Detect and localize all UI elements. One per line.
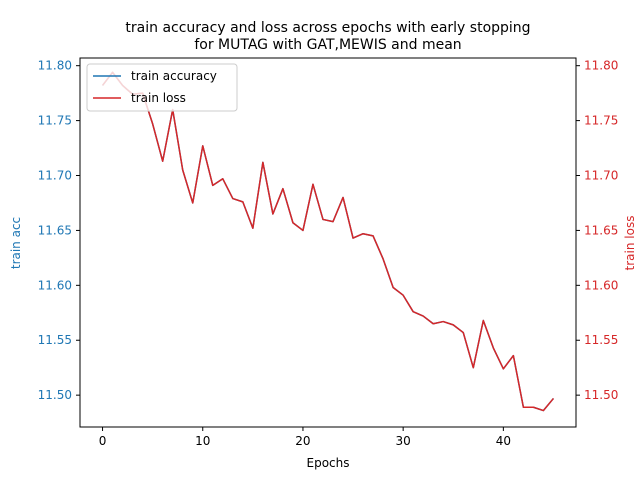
- left-y-axis-ticks: 11.50 11.55 11.60 11.65 11.70 11.75 11.80: [38, 59, 80, 402]
- x-tick-label: 30: [396, 434, 411, 448]
- plot-frame: [79, 57, 577, 428]
- right-y-tick-label: 11.70: [584, 169, 618, 183]
- left-y-tick-label: 11.55: [38, 333, 72, 347]
- left-y-tick-label: 11.70: [38, 169, 72, 183]
- right-y-tick-label: 11.75: [584, 114, 618, 128]
- right-y-tick-label: 11.55: [584, 333, 618, 347]
- series-line-train-loss: [101, 71, 555, 412]
- x-tick-label: 0: [99, 434, 107, 448]
- left-y-tick-label: 11.60: [38, 278, 72, 292]
- legend-label-train-loss: train loss: [131, 91, 186, 105]
- legend-label-train-accuracy: train accuracy: [131, 69, 217, 83]
- legend-box: [86, 63, 238, 112]
- left-y-tick-label: 11.50: [38, 388, 72, 402]
- right-y-tick-label: 11.65: [584, 223, 618, 237]
- left-y-tick-label: 11.80: [38, 59, 72, 73]
- right-y-tick-label: 11.50: [584, 388, 618, 402]
- x-tick-label: 20: [295, 434, 310, 448]
- chart-title-line1: train accuracy and loss across epochs wi…: [125, 20, 530, 36]
- right-y-tick-label: 11.80: [584, 59, 618, 73]
- x-axis-label: Epochs: [307, 456, 350, 470]
- right-y-tick-label: 11.60: [584, 278, 618, 292]
- left-y-tick-label: 11.65: [38, 223, 72, 237]
- x-tick-label: 10: [195, 434, 210, 448]
- x-tick-label: 40: [496, 434, 511, 448]
- legend: train accuracy train loss: [86, 63, 238, 112]
- x-axis-ticks: 0 10 20 30 40: [99, 427, 511, 448]
- chart-title-line2: for MUTAG with GAT,MEWIS and mean: [194, 37, 461, 53]
- left-y-tick-label: 11.75: [38, 114, 72, 128]
- left-y-axis-label: train acc: [9, 217, 23, 269]
- series-lines: [101, 71, 555, 412]
- right-y-axis-label: train loss: [623, 216, 637, 271]
- right-y-axis-ticks: 11.50 11.55 11.60 11.65 11.70 11.75 11.80: [576, 59, 618, 402]
